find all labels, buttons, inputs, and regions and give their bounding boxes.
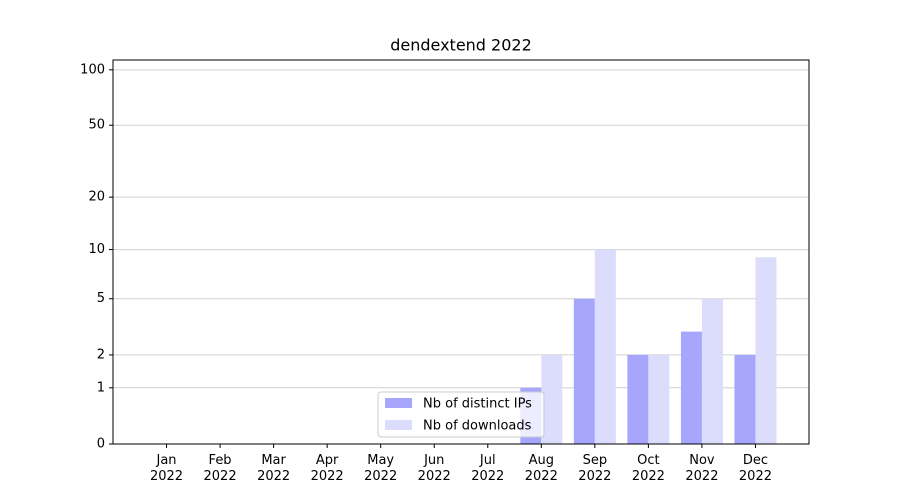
x-tick-label: Nov 2022: [685, 453, 719, 484]
y-tick-label: 10: [88, 242, 105, 257]
y-tick-label: 100: [80, 62, 105, 77]
bar: [573, 298, 595, 444]
x-tick-label: Jul 2022: [471, 453, 505, 484]
x-tick-label: May 2022: [364, 453, 398, 484]
legend-label: Nb of distinct IPs: [423, 397, 532, 412]
y-tick-label: 5: [97, 291, 105, 306]
bar: [627, 354, 649, 444]
chart-title: dendextend 2022: [390, 36, 532, 55]
legend-swatch: [385, 420, 412, 430]
bar: [594, 249, 616, 444]
y-tick-label: 50: [88, 118, 105, 133]
x-tick-label: Jan 2022: [149, 453, 184, 484]
x-tick-label: Aug 2022: [524, 453, 558, 484]
x-tick-label: Oct 2022: [631, 453, 665, 484]
x-tick-label: Sep 2022: [578, 453, 612, 484]
legend-box: [377, 391, 545, 438]
bar: [541, 354, 563, 444]
x-tick-label: Dec 2022: [738, 453, 772, 484]
x-tick-label: Jun 2022: [417, 453, 451, 484]
bar: [680, 331, 702, 444]
bar: [701, 298, 723, 444]
x-tick-label: Mar 2022: [257, 453, 291, 484]
x-tick-label: Apr 2022: [310, 453, 344, 484]
legend-swatch: [385, 398, 412, 408]
y-tick-label: 0: [97, 437, 105, 452]
x-tick-label: Feb 2022: [203, 453, 237, 484]
bar: [648, 354, 670, 444]
plot-frame: [112, 59, 810, 445]
y-tick-label: 20: [88, 190, 105, 205]
y-tick-label: 2: [97, 347, 105, 362]
bar: [734, 354, 756, 444]
bar: [755, 257, 777, 444]
y-tick-label: 1: [97, 380, 105, 395]
legend-label: Nb of downloads: [423, 419, 532, 434]
